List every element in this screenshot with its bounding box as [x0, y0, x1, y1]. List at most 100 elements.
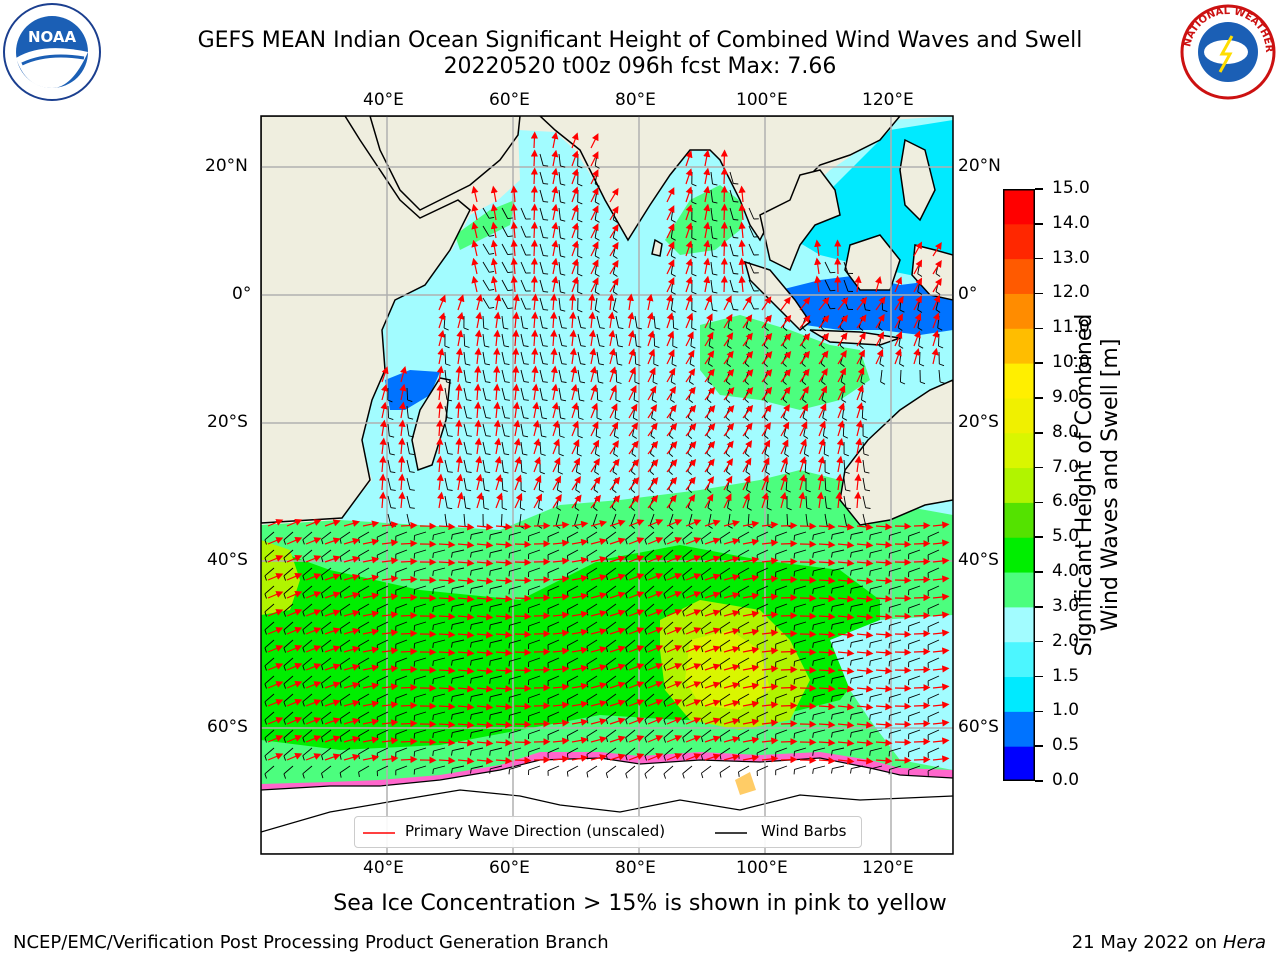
wind-barb-feather	[451, 534, 453, 540]
wind-barb-feather	[920, 381, 926, 385]
wind-barb	[501, 405, 506, 418]
wave-direction-arrow	[531, 347, 539, 365]
wave-direction-arrow	[609, 555, 626, 563]
wind-barb-feather	[617, 363, 623, 366]
wind-barb-feather	[869, 768, 871, 774]
wave-direction-arrow	[590, 277, 599, 293]
wind-barb-feather	[708, 363, 713, 367]
wave-direction-arrow	[685, 258, 693, 275]
wind-barb	[862, 513, 867, 526]
wave-direction-arrow	[510, 257, 518, 275]
wind-barb-feather	[542, 381, 548, 383]
wind-barb-feather	[489, 288, 495, 291]
wind-barb	[606, 585, 617, 594]
wave-direction-arrow	[703, 167, 711, 185]
wave-direction-arrow	[531, 311, 539, 329]
wave-direction-arrow	[666, 312, 674, 329]
wind-barb-feather	[579, 399, 585, 402]
wave-direction-arrow	[875, 559, 893, 567]
wave-direction-arrow	[571, 420, 579, 437]
wind-barb	[520, 441, 524, 454]
wind-barb-feather	[543, 255, 549, 257]
wind-barb-feather	[786, 507, 792, 511]
wind-barb-feather	[726, 489, 732, 493]
wave-direction-arrow	[818, 577, 836, 585]
wave-direction-arrow	[854, 275, 862, 293]
wind-barb	[558, 369, 562, 382]
wave-direction-arrow	[379, 473, 387, 491]
wind-barb-feather	[841, 399, 847, 403]
wave-direction-arrow	[305, 591, 322, 599]
wave-direction-arrow	[571, 457, 581, 473]
wind-barb-feather	[558, 471, 563, 475]
wind-barb-feather	[389, 435, 395, 438]
colorbar-tick-mark	[1035, 466, 1043, 469]
wave-direction-arrow	[704, 368, 715, 383]
wave-direction-arrow	[533, 493, 543, 509]
wind-barb-feather	[939, 363, 945, 367]
wind-barb-feather	[860, 381, 866, 385]
wind-barb	[577, 333, 582, 346]
wave-direction-arrow	[628, 573, 645, 581]
wave-direction-arrow	[856, 349, 865, 365]
wind-barb	[377, 585, 389, 592]
wave-direction-arrow	[400, 647, 418, 656]
wave-direction-arrow	[457, 294, 465, 311]
wave-direction-arrow	[438, 540, 456, 549]
wind-barb-feather	[594, 219, 600, 223]
wave-direction-arrow	[571, 168, 579, 185]
wind-barb-feather	[523, 399, 529, 401]
wind-barb	[596, 369, 599, 382]
wave-direction-arrow	[438, 576, 456, 585]
wind-barb	[463, 441, 468, 454]
wave-direction-arrow	[742, 332, 753, 347]
wave-direction-arrow	[571, 538, 589, 546]
wave-direction-arrow	[437, 329, 445, 347]
wave-direction-arrow	[438, 294, 446, 311]
wind-barb-feather	[613, 237, 618, 241]
wave-direction-arrow	[799, 438, 807, 455]
wave-direction-arrow	[704, 440, 716, 455]
wind-barb	[805, 513, 808, 526]
wave-direction-arrow	[400, 521, 418, 530]
wind-barb	[843, 477, 846, 490]
wave-direction-arrow	[703, 185, 711, 203]
wind-barb-feather	[615, 399, 621, 403]
wind-barb	[794, 531, 807, 536]
wind-barb-feather	[566, 573, 569, 579]
wave-direction-arrow	[490, 203, 498, 221]
wave-direction-arrow	[531, 365, 539, 383]
wind-barb	[786, 513, 789, 527]
wind-barb-feather	[508, 697, 510, 703]
wind-barb-feather	[820, 344, 825, 349]
wave-direction-arrow	[666, 386, 677, 401]
wind-barb	[899, 369, 902, 383]
wind-barb	[539, 279, 544, 292]
wind-barb	[729, 243, 734, 256]
wind-barb-feather	[688, 525, 694, 529]
wave-direction-arrow	[720, 167, 728, 185]
wave-direction-arrow	[533, 456, 541, 473]
wave-direction-arrow	[704, 537, 721, 545]
wave-direction-arrow	[551, 275, 559, 293]
wave-direction-arrow	[742, 457, 752, 473]
colorbar-band	[1003, 641, 1035, 678]
wind-barb-feather	[786, 489, 791, 493]
wave-direction-arrow	[438, 594, 456, 603]
wave-direction-arrow	[761, 439, 771, 455]
legend-wave-label: Primary Wave Direction (unscaled)	[405, 822, 666, 840]
wave-direction-arrow	[609, 573, 626, 581]
wave-direction-arrow	[703, 221, 711, 239]
ice-patch	[735, 772, 756, 795]
wind-barb-feather	[560, 219, 566, 222]
wave-direction-arrow	[704, 313, 713, 329]
wind-barb	[264, 567, 275, 577]
wind-barb	[387, 495, 392, 508]
wave-direction-arrow	[704, 573, 721, 581]
wind-barb	[520, 405, 525, 418]
wave-direction-arrow	[590, 494, 601, 509]
wave-direction-arrow	[456, 473, 464, 491]
wave-direction-arrow	[666, 573, 683, 581]
chart-title: GEFS MEAN Indian Ocean Significant Heigh…	[197, 28, 1083, 53]
wind-barb	[756, 585, 769, 592]
